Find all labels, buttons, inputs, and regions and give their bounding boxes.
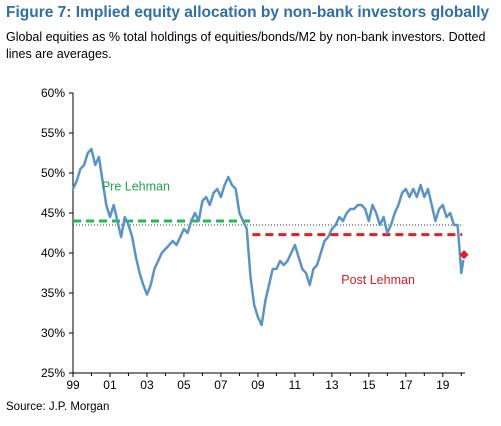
series-group [71, 147, 469, 327]
x-tick-label: 01 [103, 378, 117, 392]
x-tick-label: 15 [362, 378, 376, 392]
y-tick-label: 60% [41, 86, 65, 100]
figure-subtitle: Global equities as % total holdings of e… [6, 30, 486, 61]
figure-title: Figure 7: Implied equity allocation by n… [6, 4, 490, 21]
x-tick-label: 19 [436, 378, 450, 392]
source-note: Source: J.P. Morgan [6, 401, 110, 413]
x-tick-label: 05 [177, 378, 191, 392]
series-line [71, 147, 465, 327]
y-tick-label: 50% [41, 166, 65, 180]
reference-lines-group [73, 219, 464, 237]
x-tick-label: 07 [214, 378, 228, 392]
x-tick-label: 13 [325, 378, 339, 392]
y-tick-label: 40% [41, 246, 65, 260]
y-tick-label: 25% [41, 366, 65, 380]
x-axis-group: 99 01 03 05 07 09 11 13 15 17 19 [66, 372, 465, 392]
y-tick-label: 35% [41, 286, 65, 300]
y-tick-label: 55% [41, 126, 65, 140]
annotations-group: Pre Lehman Post Lehman [102, 180, 415, 288]
y-tick-label: 45% [41, 206, 65, 220]
post-lehman-label: Post Lehman [341, 273, 415, 287]
x-tick-label: 17 [399, 378, 413, 392]
pre-lehman-label: Pre Lehman [102, 180, 170, 194]
x-tick-label: 99 [66, 378, 80, 392]
y-axis-group: 25% 30% 35% 40% 45% 50% 55% 60% [41, 86, 74, 380]
latest-value-marker [459, 250, 469, 260]
x-tick-label: 03 [140, 378, 154, 392]
x-tick-label: 11 [289, 378, 302, 392]
x-tick-label: 09 [251, 378, 265, 392]
y-tick-label: 30% [41, 326, 65, 340]
